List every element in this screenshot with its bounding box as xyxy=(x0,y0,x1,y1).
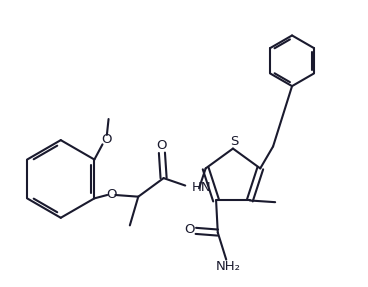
Text: HN: HN xyxy=(192,181,212,194)
Text: O: O xyxy=(156,139,166,152)
Text: O: O xyxy=(106,188,117,201)
Text: O: O xyxy=(101,133,112,146)
Text: NH₂: NH₂ xyxy=(215,261,240,274)
Text: O: O xyxy=(184,223,195,236)
Text: S: S xyxy=(230,135,239,148)
